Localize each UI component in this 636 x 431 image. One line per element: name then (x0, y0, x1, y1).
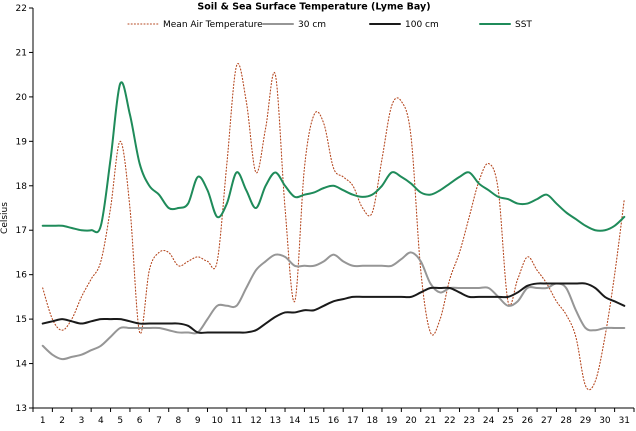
x-tick-label: 27 (541, 416, 552, 426)
legend-label: 30 cm (298, 20, 326, 30)
x-tick-label: 4 (98, 416, 104, 426)
x-tick-label: 14 (289, 416, 301, 426)
x-tick-label: 31 (619, 416, 630, 426)
x-tick-label: 21 (425, 416, 436, 426)
x-tick-label: 17 (347, 416, 358, 426)
x-tick-label: 19 (386, 416, 398, 426)
x-tick-label: 7 (156, 416, 162, 426)
series-line-100-cm (41, 282, 626, 334)
x-tick-label: 16 (328, 416, 340, 426)
y-tick-label: 21 (16, 48, 27, 58)
chart-title: Soil & Sea Surface Temperature (Lyme Bay… (197, 2, 430, 13)
x-tick-label: 20 (405, 416, 417, 426)
y-tick-label: 15 (16, 315, 27, 325)
y-tick-label: 14 (16, 360, 28, 370)
x-tick-label: 15 (308, 416, 319, 426)
x-tick-label: 5 (117, 416, 123, 426)
legend: Mean Air Temperature 30 cm 100 cm SST (127, 20, 532, 30)
x-tick-label: 26 (522, 416, 534, 426)
x-tick-label: 12 (250, 416, 261, 426)
x-tick-label: 9 (195, 416, 201, 426)
x-tick-label: 28 (560, 416, 572, 426)
y-tick-label: 19 (16, 137, 28, 147)
y-tick-label: 16 (16, 271, 28, 281)
x-tick-label: 1 (40, 416, 46, 426)
legend-label: Mean Air Temperature (163, 20, 263, 30)
x-tick-label: 18 (367, 416, 379, 426)
y-tick-label: 20 (16, 93, 28, 103)
x-tick-label: 25 (502, 416, 513, 426)
x-tick-label: 23 (463, 416, 474, 426)
x-tick-label: 22 (444, 416, 455, 426)
legend-label: 100 cm (405, 20, 439, 30)
series-line-mean-air-temperature (42, 63, 625, 391)
x-tick-label: 6 (137, 416, 143, 426)
x-tick-label: 24 (483, 416, 495, 426)
x-tick-label: 29 (580, 416, 592, 426)
y-tick-label: 22 (16, 4, 27, 14)
y-tick-label: 13 (16, 404, 27, 414)
series-layer (41, 63, 626, 391)
x-tick-label: 13 (270, 416, 281, 426)
x-tick-label: 8 (176, 416, 182, 426)
series-line-sst (41, 81, 626, 234)
y-tick-label: 17 (16, 226, 27, 236)
legend-label: SST (515, 20, 532, 30)
x-tick-label: 10 (211, 416, 223, 426)
x-tick-label: 11 (231, 416, 242, 426)
x-tick-label: 2 (59, 416, 65, 426)
y-tick-label: 18 (16, 182, 28, 192)
x-tick-label: 30 (599, 416, 611, 426)
series-line-30-cm (41, 251, 626, 361)
x-tick-label: 3 (79, 416, 85, 426)
y-axis-title: Celsius (0, 202, 10, 234)
